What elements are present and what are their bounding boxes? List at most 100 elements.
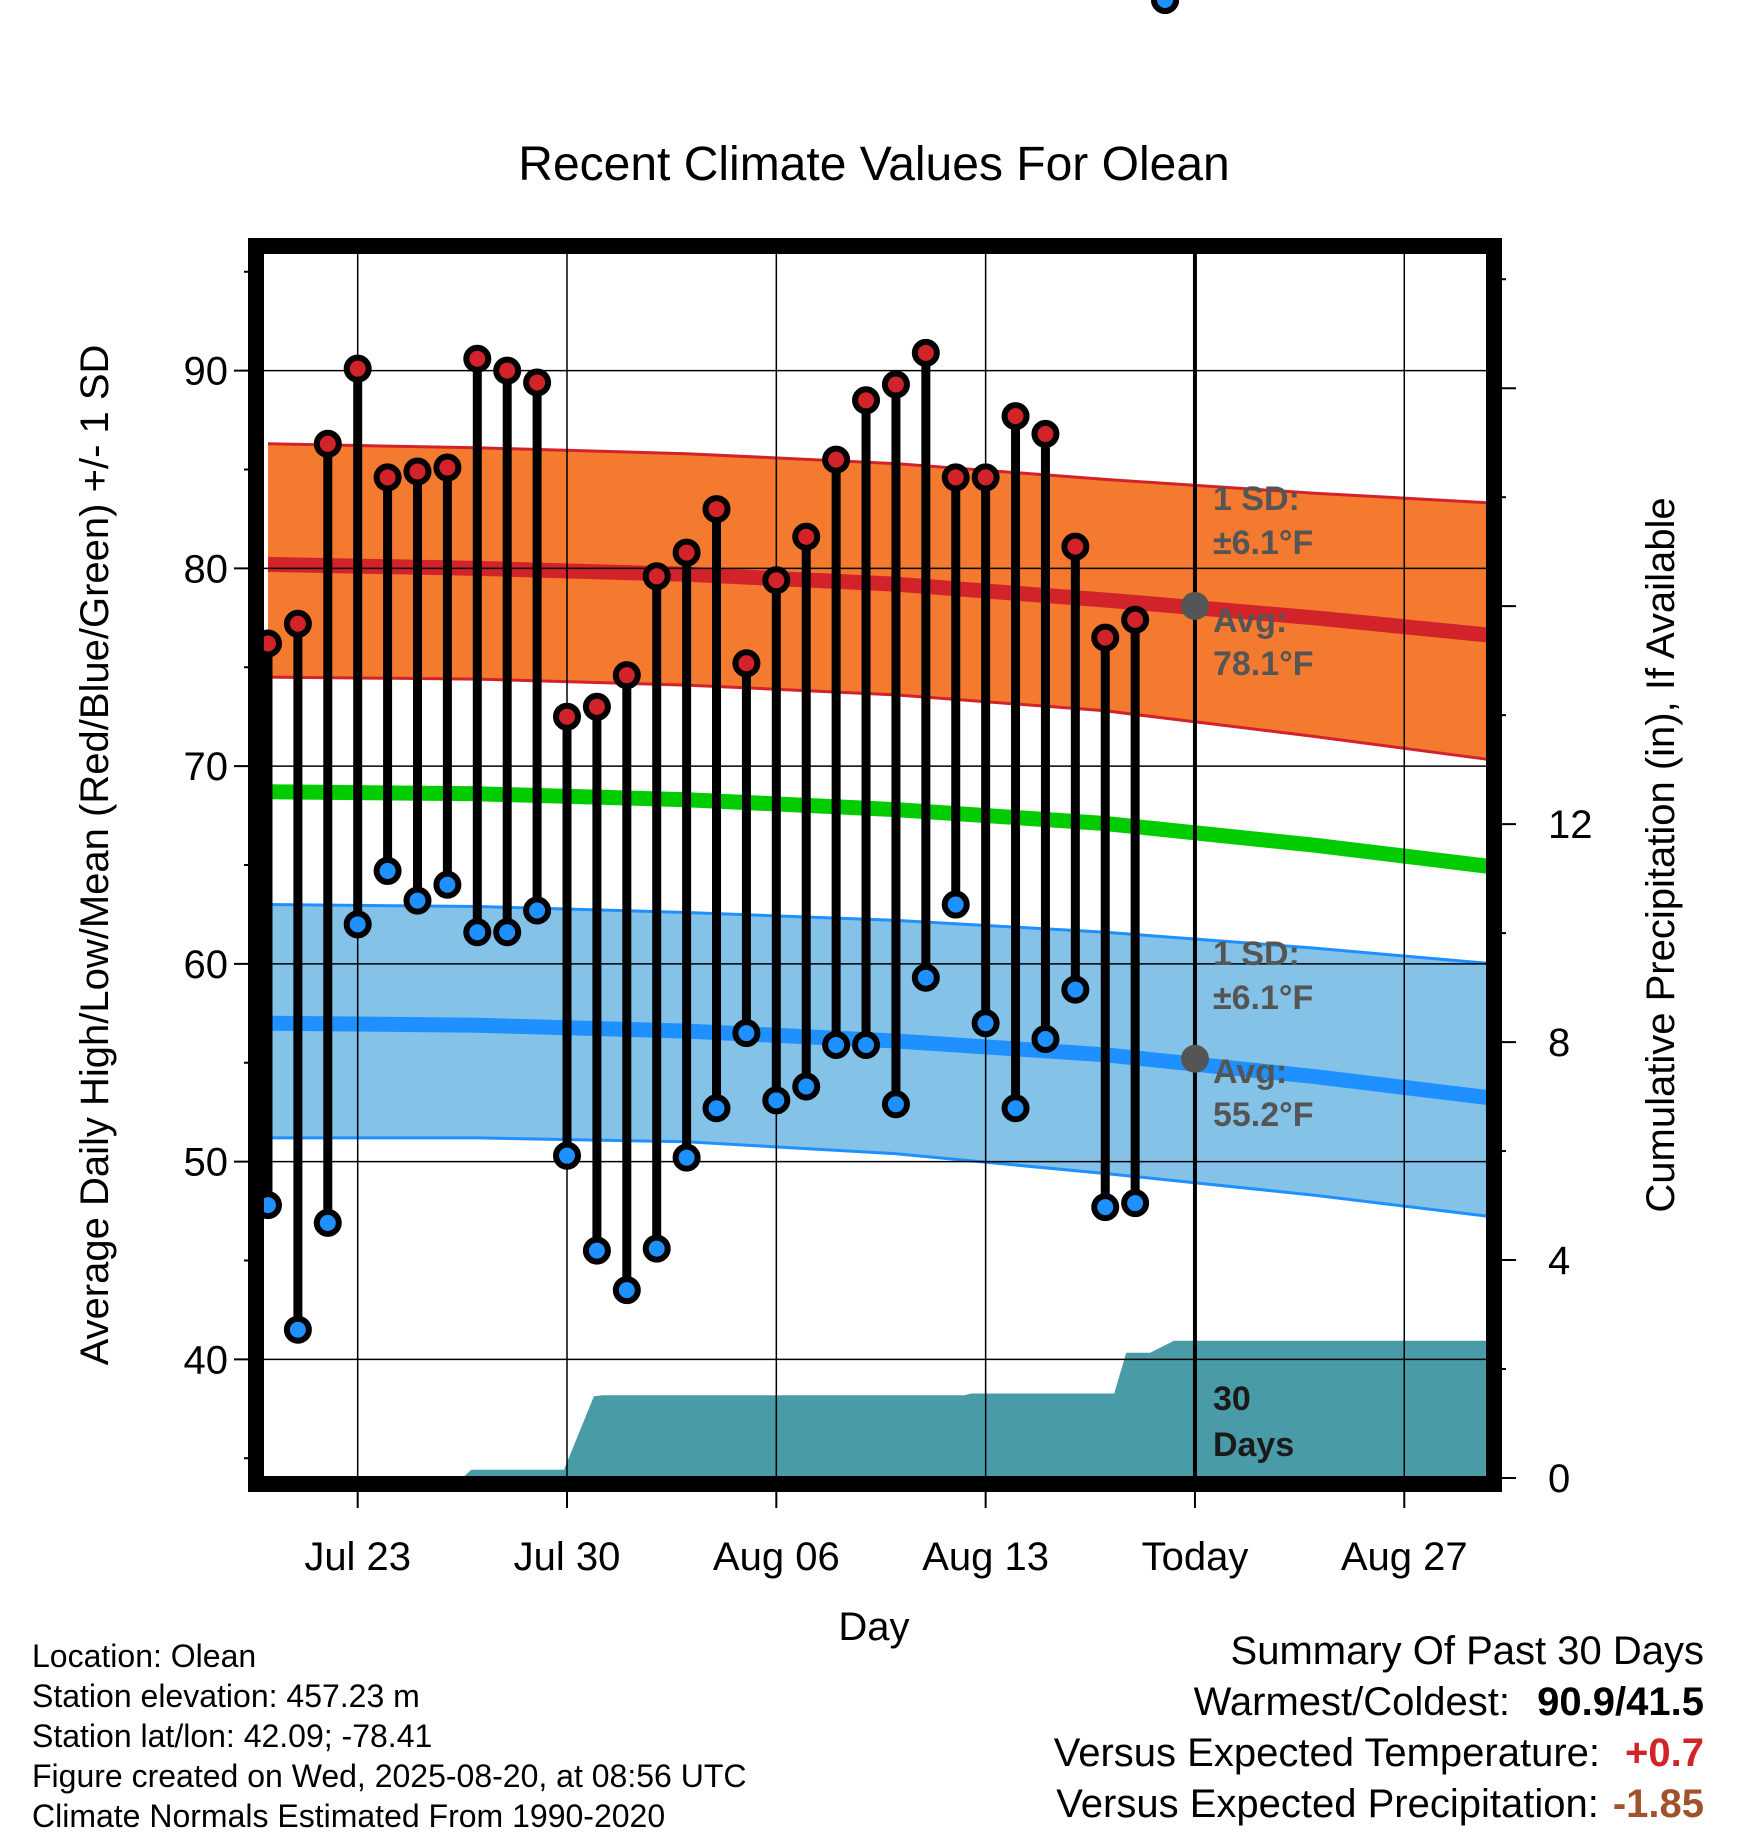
precipitation-area [268, 1340, 1488, 1478]
daily-high-point [792, 522, 821, 551]
daily-low-point [1061, 975, 1090, 1004]
daily-low-point [1121, 1189, 1150, 1218]
daily-high-point [433, 453, 462, 482]
y-right-tick-label: 8 [1548, 1021, 1570, 1065]
daily-high-point [612, 661, 641, 690]
low-sd-band [268, 904, 1494, 1217]
y-right-tick-label: 0 [1548, 1457, 1570, 1501]
warmest-label: Warmest/Coldest: [1193, 1680, 1510, 1724]
x-tick-label: Today [1142, 1535, 1249, 1579]
low-sd-lower-line [268, 1136, 1495, 1219]
daily-low-point [283, 1315, 312, 1344]
daily-high-point [1031, 419, 1060, 448]
y-left-tick-label: 50 [184, 1141, 229, 1185]
daily-low-point [881, 1090, 910, 1119]
daily-high-point [702, 495, 731, 524]
temp-row: Versus Expected Temperature: +0.7 [1054, 1728, 1704, 1779]
x-tick-label: Aug 06 [713, 1535, 840, 1579]
daily-high-point [822, 445, 851, 474]
daily-high-point [523, 368, 552, 397]
precip-days-label: 30 [1213, 1380, 1251, 1418]
daily-high-point [582, 692, 611, 721]
daily-high-point [881, 370, 910, 399]
chart-title: Recent Climate Values For Olean [518, 138, 1229, 191]
precip-value: -1.85 [1612, 1782, 1704, 1826]
y-left-tick-label: 40 [184, 1338, 229, 1382]
daily-low-point [313, 1208, 342, 1237]
daily-high-point [283, 609, 312, 638]
latlon-text: Station lat/lon: 42.09; -78.41 [32, 1718, 433, 1754]
daily-high-point [762, 566, 791, 595]
high-sd-label: 1 SD: [1213, 480, 1300, 518]
precip-label: Versus Expected Precipitation: [1056, 1782, 1599, 1826]
daily-high-point [941, 463, 970, 492]
daily-low-point [1091, 1193, 1120, 1222]
daily-high-point [971, 463, 1000, 492]
daily-low-point [1031, 1025, 1060, 1054]
station-info: Location: Olean Station elevation: 457.2… [32, 1636, 746, 1836]
low-avg-value: 55.2°F [1213, 1096, 1314, 1134]
daily-high-point [852, 386, 881, 415]
daily-low-point [762, 1086, 791, 1115]
daily-low-point [433, 870, 462, 899]
plot-frame [248, 238, 1502, 1492]
high-avg-label: Avg: [1213, 602, 1287, 640]
daily-high-point [1001, 402, 1030, 431]
created-text: Figure created on Wed, 2025-08-20, at 08… [32, 1758, 747, 1794]
y-left-tick-label: 80 [184, 547, 229, 591]
daily-low-point [732, 1019, 761, 1048]
daily-low-point [612, 1276, 641, 1305]
daily-low-point [582, 1236, 611, 1265]
daily-high-point [493, 356, 522, 385]
daily-high-point [732, 649, 761, 678]
y-left-tick-label: 70 [184, 745, 229, 789]
daily-low-point [822, 1030, 851, 1059]
elevation-text: Station elevation: 457.23 m [32, 1678, 420, 1714]
temp-label: Versus Expected Temperature: [1053, 1731, 1600, 1775]
y-axis-label-right: Cumulative Precipitation (in), If Availa… [1639, 497, 1683, 1212]
daily-low-point [642, 1234, 671, 1263]
precip-days-unit: Days [1213, 1426, 1294, 1464]
daily-low-point [373, 856, 402, 885]
x-tick-label: Jul 23 [304, 1535, 411, 1579]
daily-low-point [852, 1030, 881, 1059]
daily-high-point [1091, 623, 1120, 652]
low-sd-value: ±6.1°F [1213, 979, 1313, 1017]
daily-low-point [553, 1141, 582, 1170]
y-right-tick-label: 4 [1548, 1239, 1570, 1283]
plot-area: 1 SD: ±6.1°F Avg: 78.1°F 1 SD: ±6.1°F Avg: 55.2… [184, 0, 1593, 1579]
today-high-marker [1180, 591, 1209, 620]
temp-value: +0.7 [1625, 1731, 1704, 1775]
warmest-value: 90.9/41.5 [1537, 1680, 1704, 1724]
high-avg-value: 78.1°F [1213, 645, 1314, 683]
warmest-row: Warmest/Coldest: 90.9/41.5 [1054, 1677, 1704, 1728]
x-axis-label: Day [838, 1605, 909, 1649]
normals-text: Climate Normals Estimated From 1990-2020 [32, 1798, 666, 1834]
location-text: Location: Olean [32, 1638, 257, 1674]
daily-high-point [313, 429, 342, 458]
daily-low-point [403, 886, 432, 915]
summary-panel: Summary Of Past 30 Days Warmest/Coldest:… [1054, 1626, 1704, 1830]
low-sd-label: 1 SD: [1213, 935, 1300, 973]
daily-high-point [343, 354, 372, 383]
daily-low-point [523, 896, 552, 925]
daily-high-point [1061, 532, 1090, 561]
high-sd-value: ±6.1°F [1213, 524, 1313, 562]
avg-mean-line [267, 784, 1495, 875]
daily-high-point [672, 538, 701, 567]
daily-low-point [672, 1143, 701, 1172]
precip-row: Versus Expected Precipitation: -1.85 [1054, 1779, 1704, 1830]
daily-low-point [343, 910, 372, 939]
daily-low-point [702, 1094, 731, 1123]
x-tick-label: Jul 30 [514, 1535, 621, 1579]
daily-high-point [642, 562, 671, 591]
x-tick-label: Aug 13 [922, 1535, 1049, 1579]
daily-low-point [971, 1009, 1000, 1038]
daily-low-point [463, 918, 492, 947]
y-right-tick-label: 12 [1548, 803, 1593, 847]
daily-low-point [792, 1072, 821, 1101]
daily-low-point [1151, 0, 1180, 14]
daily-high-point [463, 344, 492, 373]
daily-high-point [911, 338, 940, 367]
